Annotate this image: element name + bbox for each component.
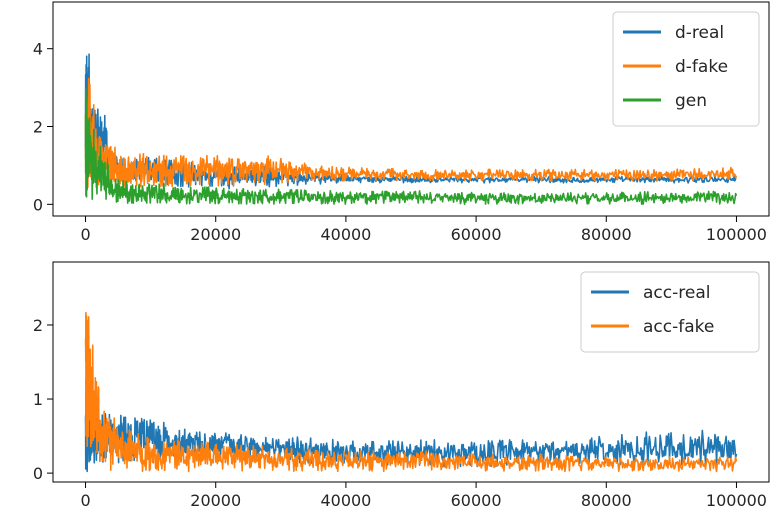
y-tick-label: 1 [33, 390, 43, 409]
series-line-d-fake [84, 77, 738, 188]
accuracy-panel: 0 20000 40000 60000 80000 100000012acc-realac… [33, 261, 770, 510]
plot-area [84, 53, 738, 206]
series-line-acc-fake [84, 311, 738, 473]
loss-panel: 0 20000 40000 60000 80000 100000 0 2 4 d-real d-fa… [33, 1, 770, 244]
axes-frame [52, 261, 770, 483]
x-tick-label: 20000 [190, 225, 241, 244]
x-tick-label: 100000 [706, 491, 767, 510]
plot-area [84, 311, 738, 473]
y-tick-label: 2 [33, 316, 43, 335]
legend-label-d-real: d-real [675, 23, 724, 43]
x-tick-label: 80000 [581, 491, 632, 510]
x-tick-label: 0 [80, 491, 90, 510]
x-tick-label: 40000 [320, 491, 371, 510]
y-tick-label: 4 [33, 40, 43, 59]
x-tick-label: 0 [80, 225, 90, 244]
legend-label-gen: gen [675, 91, 707, 111]
x-tick-label: 80000 [581, 225, 632, 244]
x-tick-label: 60000 [451, 491, 502, 510]
series-line-acc-real [84, 379, 738, 473]
legend: d-real d-fake gen [612, 11, 760, 127]
legend-label-acc-fake: acc-fake [643, 317, 714, 337]
axes-frame [52, 1, 770, 217]
series-line-gen [84, 87, 738, 206]
y-tick-label: 0 [33, 464, 43, 483]
x-tick-label: 20000 [190, 491, 241, 510]
x-tick-label: 40000 [320, 225, 371, 244]
x-tick-label: 60000 [451, 225, 502, 244]
y-tick-label: 2 [33, 118, 43, 137]
legend-box [612, 11, 760, 127]
legend: acc-real acc-fake [580, 271, 760, 353]
x-tick-label: 100000 [706, 225, 767, 244]
y-tick-label: 0 [33, 195, 43, 214]
legend-label-acc-real: acc-real [643, 283, 710, 303]
legend-label-d-fake: d-fake [675, 57, 728, 77]
